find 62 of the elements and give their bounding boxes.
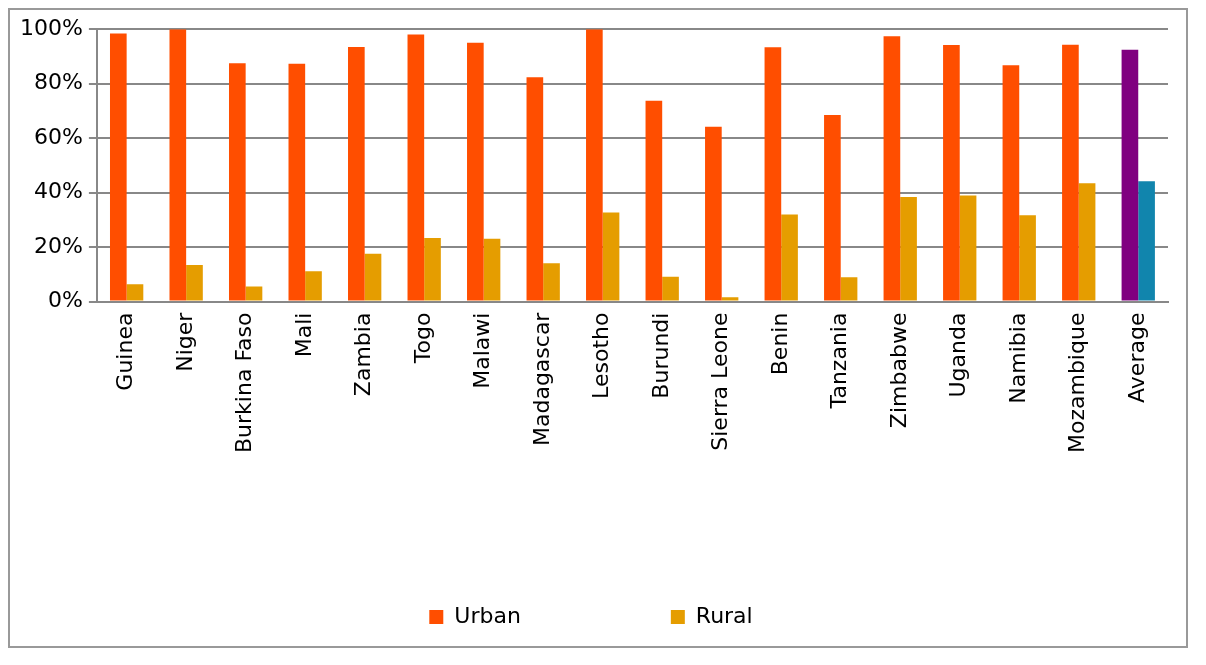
bar [229, 63, 246, 301]
bar [407, 34, 425, 301]
bar [840, 277, 858, 301]
bar [364, 253, 382, 301]
x-tick-label: Uganda [945, 312, 971, 398]
bar [543, 263, 560, 301]
bar [1019, 215, 1036, 301]
bar [645, 100, 663, 301]
bar [1138, 181, 1155, 301]
y-tick-label: 60% [33, 123, 83, 149]
x-tick-label: Guinea [112, 312, 138, 391]
bar [824, 115, 841, 301]
x-tick-label: Benin [766, 312, 792, 376]
bar [126, 284, 144, 301]
x-tick-label: Zambia [350, 312, 376, 397]
bar [883, 36, 901, 301]
bar [764, 47, 782, 301]
bar [169, 29, 187, 301]
x-tick-label: Burkina Faso [231, 312, 257, 453]
x-tick-label: Tanzania [826, 312, 852, 410]
bar [245, 286, 263, 301]
x-tick-label: Malawi [469, 312, 495, 389]
x-tick-label: Madagascar [528, 311, 554, 447]
bar [348, 46, 365, 301]
x-tick-label: Average [1123, 312, 1149, 403]
bar [526, 77, 544, 301]
y-tick-label: 100% [19, 14, 83, 40]
bar [705, 126, 722, 301]
bar [186, 265, 203, 301]
bar [483, 238, 501, 301]
legend-label: Urban [454, 602, 521, 628]
bar [662, 276, 679, 301]
x-tick-label: Togo [409, 312, 435, 365]
bar [602, 212, 620, 301]
bar [467, 42, 484, 301]
x-tick-label: Sierra Leone [707, 312, 733, 451]
bar [109, 33, 127, 301]
bar [1002, 65, 1020, 301]
bar [1121, 49, 1139, 301]
x-tick-label: Mali [290, 312, 316, 358]
bar [1078, 183, 1096, 301]
bar [959, 195, 977, 301]
x-tick-label: Mozambique [1064, 312, 1090, 453]
bar [1062, 44, 1079, 301]
bar [943, 45, 960, 301]
bar [305, 271, 322, 301]
bar [586, 29, 603, 301]
bar [721, 297, 739, 301]
bar [900, 196, 917, 301]
bar [424, 238, 441, 301]
y-tick-label: 0% [47, 287, 83, 313]
y-tick-label: 20% [33, 232, 83, 258]
x-tick-label: Lesotho [588, 312, 614, 399]
bar [781, 214, 798, 301]
legend-label: Rural [695, 602, 753, 628]
x-tick-label: Namibia [1004, 312, 1030, 404]
bar [288, 63, 306, 301]
y-tick-label: 80% [33, 69, 83, 95]
x-tick-label: Burundi [647, 312, 673, 399]
y-tick-label: 40% [33, 178, 83, 204]
x-tick-label: Niger [171, 311, 197, 372]
x-tick-label: Zimbabwe [885, 312, 911, 429]
